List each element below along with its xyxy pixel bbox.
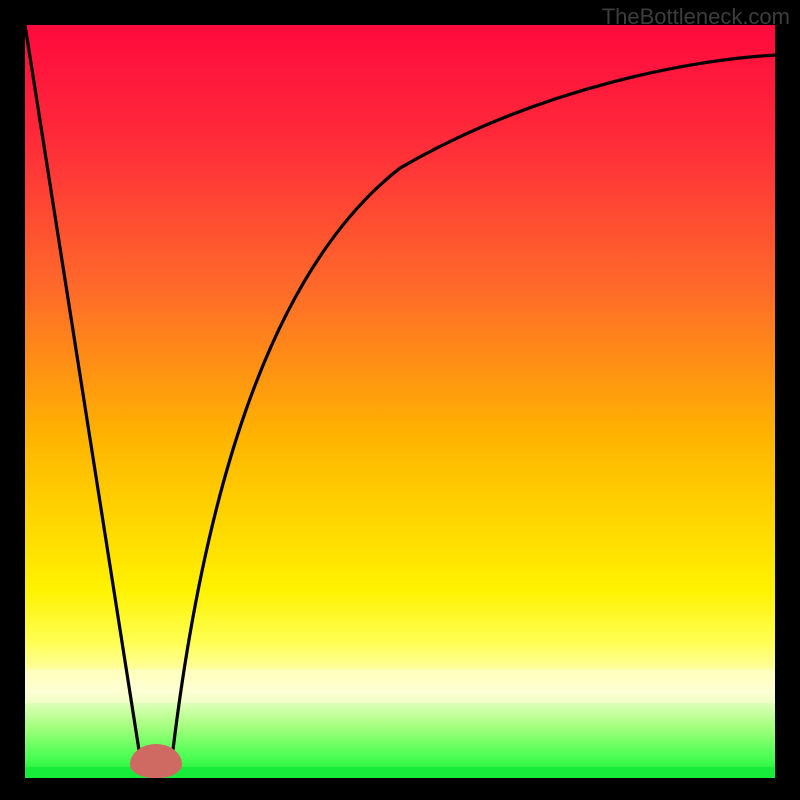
left-descending-line (25, 25, 141, 764)
saddle-marker (130, 744, 182, 778)
curve-layer (25, 25, 775, 778)
right-recovery-curve (171, 55, 775, 764)
chart-canvas: TheBottleneck.com (0, 0, 800, 800)
plot-area (25, 25, 775, 778)
attribution-text: TheBottleneck.com (602, 4, 790, 30)
